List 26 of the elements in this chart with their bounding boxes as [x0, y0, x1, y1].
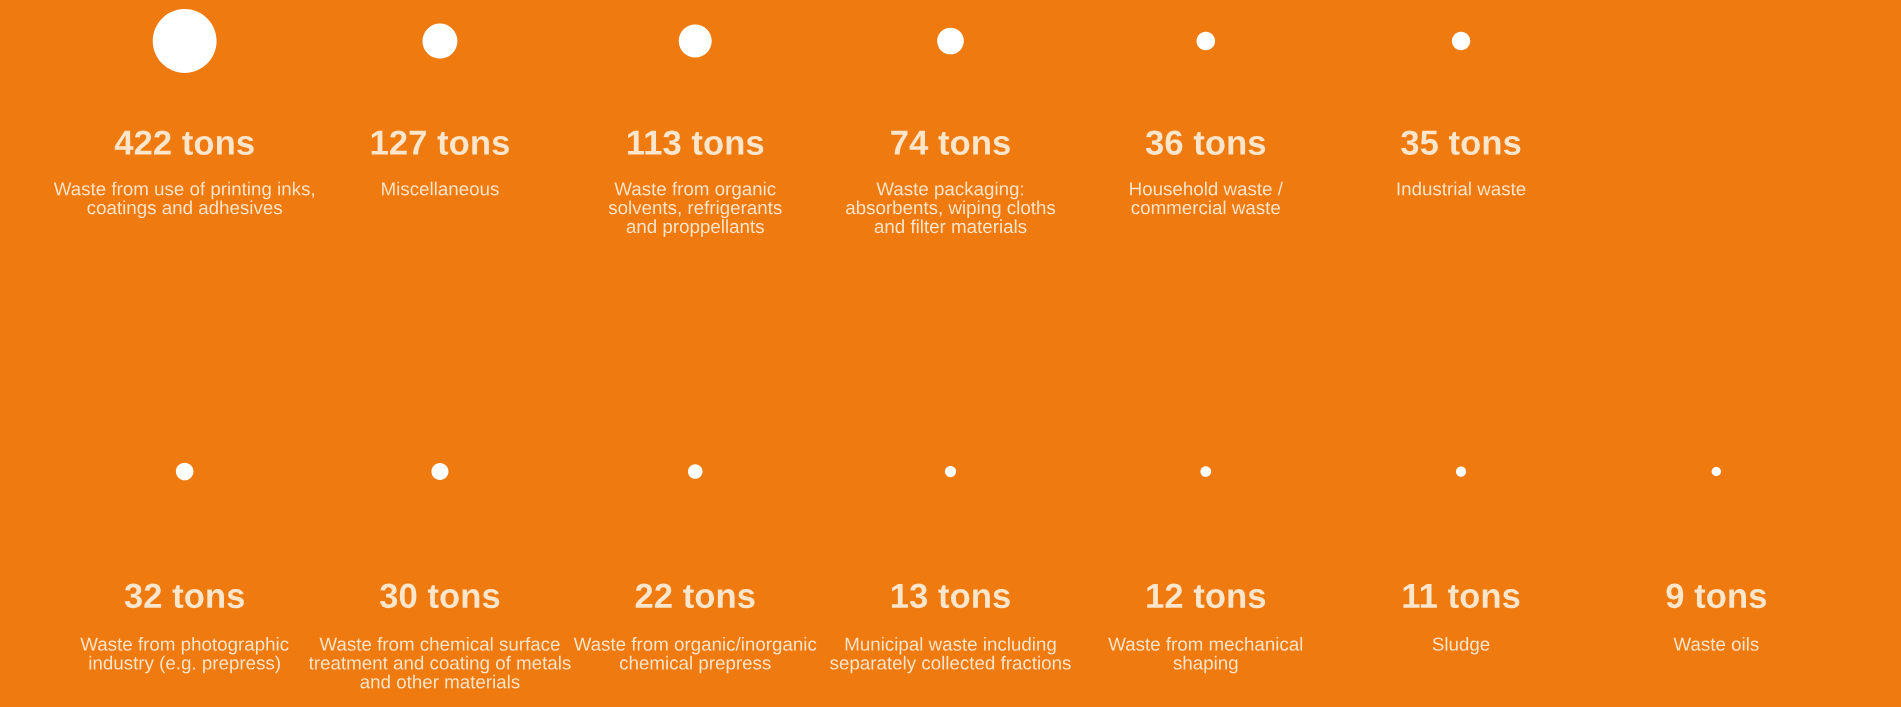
data-label: 32 tons: [124, 583, 245, 609]
category-label: Waste from mechanical shaping: [1108, 637, 1303, 674]
category-label: Sludge: [1432, 637, 1490, 655]
category-label: Waste packaging: absorbents, wiping cloths and filter materials: [846, 181, 1056, 234]
category-label: Waste from use of printing inks, coatings and adhesives: [53, 181, 314, 219]
data-label: 422 tons: [114, 130, 254, 155]
category-label: Industrial waste: [1397, 181, 1526, 196]
data-label: 74 tons: [891, 130, 1010, 155]
data-label: 13 tons: [891, 583, 1010, 609]
data-label: 9 tons: [1666, 583, 1767, 609]
category-label: Waste from photographic industry (e.g. prepress): [80, 637, 289, 674]
category-label: Waste oils: [1673, 637, 1759, 651]
category-label: Municipal waste including separately collected fractions: [830, 637, 1071, 674]
data-label: 35 tons: [1401, 130, 1521, 156]
data-label: 12 tons: [1147, 583, 1266, 609]
data-label: 30 tons: [379, 583, 500, 609]
data-label: 127 tons: [371, 130, 509, 155]
data-label: 11 tons: [1403, 583, 1520, 609]
data-label: 36 tons: [1145, 130, 1266, 156]
category-label: Waste from organic solvents, refrigerants and proppellants: [608, 181, 782, 237]
category-label: Household waste / commercial waste: [1130, 181, 1283, 215]
category-label: Waste from organic/inorganic chemical prepress: [573, 637, 817, 674]
data-label: 113 tons: [627, 130, 764, 156]
category-label: Miscellaneous: [382, 181, 499, 196]
data-label: 22 tons: [635, 583, 755, 609]
category-label: Waste from chemical surface treatment and coating of metals and other materials: [308, 637, 571, 689]
